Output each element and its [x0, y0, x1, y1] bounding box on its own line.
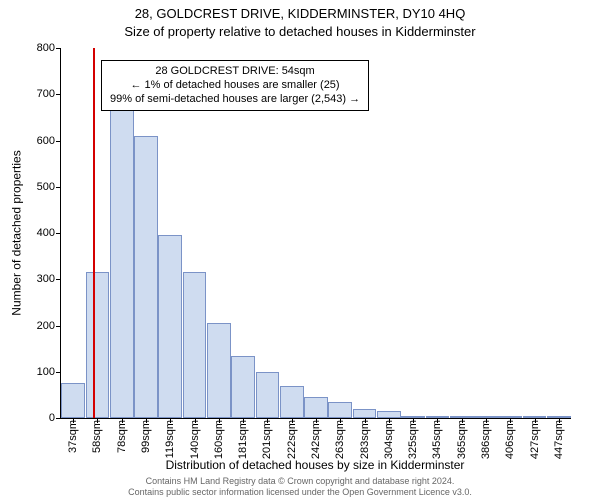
footer-line2: Contains public sector information licen… — [0, 487, 600, 498]
y-tick-mark — [56, 48, 61, 49]
x-axis-label: Distribution of detached houses by size … — [60, 458, 570, 472]
histogram-bar — [231, 356, 255, 418]
annotation-line2: ← 1% of detached houses are smaller (25) — [110, 79, 360, 93]
x-tick-label: 160sqm — [213, 420, 225, 459]
histogram-bar — [304, 397, 328, 418]
x-tick-label: 406sqm — [504, 420, 516, 459]
x-tick-label: 222sqm — [286, 420, 298, 459]
x-tick-label: 181sqm — [237, 420, 249, 459]
x-tick-label: 283sqm — [359, 420, 371, 459]
y-tick-mark — [56, 326, 61, 327]
histogram-bar — [353, 409, 377, 418]
histogram-bar — [61, 383, 85, 418]
y-tick-mark — [56, 372, 61, 373]
y-tick-mark — [56, 233, 61, 234]
x-tick-label: 58sqm — [91, 420, 103, 453]
y-tick-mark — [56, 94, 61, 95]
histogram-bar — [110, 110, 134, 418]
x-tick-label: 99sqm — [140, 420, 152, 453]
property-marker-line — [93, 48, 95, 418]
histogram-bar — [86, 272, 110, 418]
x-tick-label: 365sqm — [456, 420, 468, 459]
histogram-bar — [207, 323, 231, 418]
y-tick-label: 600 — [37, 135, 55, 147]
y-tick-label: 200 — [37, 320, 55, 332]
histogram-bar — [328, 402, 352, 418]
histogram-bar — [158, 235, 182, 418]
y-axis-label: Number of detached properties — [10, 48, 24, 418]
y-tick-mark — [56, 187, 61, 188]
annotation-line3: 99% of semi-detached houses are larger (… — [110, 93, 360, 107]
x-tick-label: 263sqm — [334, 420, 346, 459]
x-tick-label: 447sqm — [553, 420, 565, 459]
y-tick-mark — [56, 279, 61, 280]
chart-container: 28, GOLDCREST DRIVE, KIDDERMINSTER, DY10… — [0, 0, 600, 500]
histogram-bar — [280, 386, 304, 418]
x-tick-label: 201sqm — [261, 420, 273, 459]
y-tick-label: 500 — [37, 181, 55, 193]
y-tick-mark — [56, 418, 61, 419]
histogram-bar — [134, 136, 158, 418]
x-tick-label: 242sqm — [310, 420, 322, 459]
y-tick-label: 0 — [49, 412, 55, 424]
histogram-bar — [377, 411, 401, 418]
x-tick-label: 386sqm — [480, 420, 492, 459]
x-tick-label: 304sqm — [383, 420, 395, 459]
y-tick-label: 400 — [37, 227, 55, 239]
x-tick-label: 345sqm — [431, 420, 443, 459]
x-tick-label: 325sqm — [407, 420, 419, 459]
annotation-box: 28 GOLDCREST DRIVE: 54sqm← 1% of detache… — [101, 60, 369, 111]
x-tick-label: 427sqm — [529, 420, 541, 459]
chart-title-line1: 28, GOLDCREST DRIVE, KIDDERMINSTER, DY10… — [0, 6, 600, 21]
histogram-bar — [256, 372, 280, 418]
y-tick-mark — [56, 141, 61, 142]
x-tick-label: 78sqm — [116, 420, 128, 453]
x-tick-label: 37sqm — [67, 420, 79, 453]
y-tick-label: 300 — [37, 273, 55, 285]
annotation-line1: 28 GOLDCREST DRIVE: 54sqm — [110, 65, 360, 79]
x-tick-label: 140sqm — [189, 420, 201, 459]
footer-line1: Contains HM Land Registry data © Crown c… — [0, 476, 600, 487]
x-tick-label: 119sqm — [164, 420, 176, 458]
plot-area: 010020030040050060070080037sqm58sqm78sqm… — [60, 48, 571, 419]
y-tick-label: 100 — [37, 366, 55, 378]
histogram-bar — [183, 272, 207, 418]
y-tick-label: 700 — [37, 88, 55, 100]
footer-attribution: Contains HM Land Registry data © Crown c… — [0, 476, 600, 498]
chart-title-line2: Size of property relative to detached ho… — [0, 24, 600, 39]
y-tick-label: 800 — [37, 42, 55, 54]
